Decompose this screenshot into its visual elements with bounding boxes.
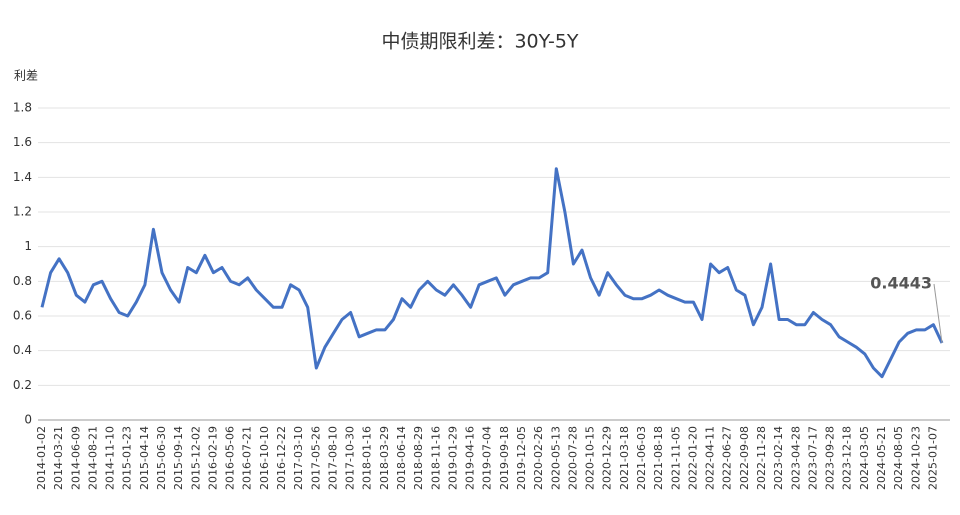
x-tick-label: 2018-06-14 bbox=[395, 426, 408, 490]
y-tick-label: 1.2 bbox=[13, 205, 32, 219]
x-tick-label: 2022-06-27 bbox=[721, 426, 734, 490]
x-tick-label: 2023-02-14 bbox=[772, 426, 785, 490]
x-tick-label: 2017-10-30 bbox=[344, 426, 357, 490]
y-tick-label: 1 bbox=[24, 239, 32, 253]
y-tick-label: 0.6 bbox=[13, 309, 32, 323]
x-tick-label: 2015-09-14 bbox=[172, 426, 185, 490]
x-tick-label: 2015-01-23 bbox=[121, 426, 134, 490]
series-line bbox=[40, 167, 944, 379]
x-tick-label: 2022-01-20 bbox=[686, 426, 699, 490]
x-tick-label: 2014-03-21 bbox=[52, 426, 65, 490]
x-tick-label: 2016-07-21 bbox=[241, 426, 254, 490]
chart-title: 中债期限利差：30Y-5Y bbox=[381, 31, 578, 53]
x-tick-label: 2018-11-16 bbox=[429, 426, 442, 490]
y-tick-label: 0.4 bbox=[13, 343, 32, 357]
x-tick-label: 2016-10-10 bbox=[258, 426, 271, 490]
x-tick-label: 2021-11-05 bbox=[669, 426, 682, 490]
x-tick-label: 2021-03-18 bbox=[618, 426, 631, 490]
x-tick-label: 2024-08-05 bbox=[892, 426, 905, 490]
x-tick-label: 2020-10-15 bbox=[584, 426, 597, 490]
x-tick-label: 2020-12-29 bbox=[601, 426, 614, 490]
x-tick-label: 2014-11-10 bbox=[104, 426, 117, 490]
y-axis-label: 利差 bbox=[14, 69, 38, 83]
x-tick-label: 2021-06-03 bbox=[635, 426, 648, 490]
x-tick-label: 2020-07-28 bbox=[566, 426, 579, 490]
x-tick-label: 2023-04-28 bbox=[789, 426, 802, 490]
x-tick-label: 2015-04-14 bbox=[138, 426, 151, 490]
x-tick-label: 2017-05-26 bbox=[309, 426, 322, 490]
x-tick-label: 2016-05-06 bbox=[224, 426, 237, 490]
x-tick-label: 2022-04-11 bbox=[704, 426, 717, 490]
x-tick-label: 2024-05-21 bbox=[875, 426, 888, 490]
x-tick-label: 2023-12-18 bbox=[841, 426, 854, 490]
x-tick-label: 2025-01-07 bbox=[926, 426, 939, 490]
x-tick-label: 2023-07-17 bbox=[806, 426, 819, 490]
y-tick-label: 0.8 bbox=[13, 274, 32, 288]
y-tick-label: 0 bbox=[24, 413, 32, 427]
x-tick-label: 2019-04-16 bbox=[464, 426, 477, 490]
y-tick-label: 1.8 bbox=[13, 101, 32, 115]
x-tick-label: 2018-01-16 bbox=[361, 426, 374, 490]
x-tick-label: 2020-02-26 bbox=[532, 426, 545, 490]
x-tick-label: 2019-01-29 bbox=[446, 426, 459, 490]
last-value-label: 0.4443 bbox=[870, 274, 932, 293]
x-tick-label: 2014-06-09 bbox=[69, 426, 82, 490]
x-tick-label: 2014-01-02 bbox=[35, 426, 48, 490]
x-tick-label: 2017-08-10 bbox=[326, 426, 339, 490]
x-tick-label: 2019-07-04 bbox=[481, 426, 494, 490]
x-tick-label: 2022-09-08 bbox=[738, 426, 751, 490]
x-tick-label: 2023-09-28 bbox=[824, 426, 837, 490]
y-tick-label: 0.2 bbox=[13, 378, 32, 392]
x-tick-label: 2024-03-05 bbox=[858, 426, 871, 490]
x-tick-label: 2024-10-23 bbox=[909, 426, 922, 490]
x-tick-label: 2019-09-18 bbox=[498, 426, 511, 490]
x-tick-label: 2016-12-22 bbox=[275, 426, 288, 490]
x-tick-label: 2018-08-29 bbox=[412, 426, 425, 490]
x-tick-label: 2020-05-13 bbox=[549, 426, 562, 490]
x-tick-label: 2018-03-29 bbox=[378, 426, 391, 490]
y-tick-label: 1.6 bbox=[13, 135, 32, 149]
x-tick-label: 2017-03-10 bbox=[292, 426, 305, 490]
x-tick-label: 2022-11-28 bbox=[755, 426, 768, 490]
x-tick-label: 2015-06-30 bbox=[155, 426, 168, 490]
x-tick-label: 2016-02-19 bbox=[206, 426, 219, 490]
y-tick-label: 1.4 bbox=[13, 170, 32, 184]
x-tick-label: 2015-12-02 bbox=[189, 426, 202, 490]
x-tick-label: 2019-12-05 bbox=[515, 426, 528, 490]
x-tick-label: 2014-08-21 bbox=[86, 426, 99, 490]
annotation-leader bbox=[933, 283, 943, 344]
x-tick-label: 2021-08-18 bbox=[652, 426, 665, 490]
